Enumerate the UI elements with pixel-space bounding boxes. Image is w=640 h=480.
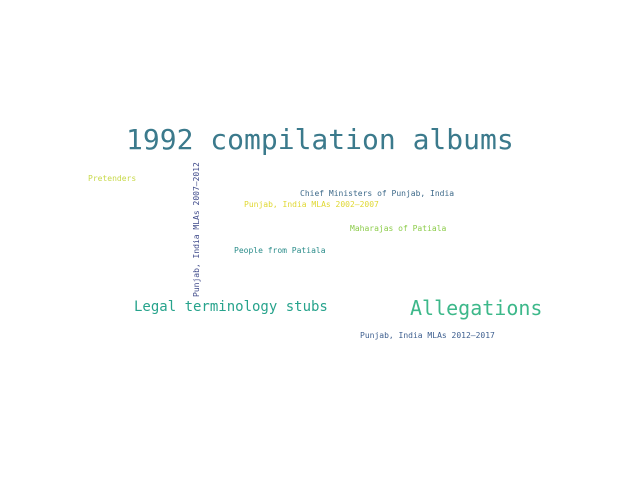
- word-punjab-mlas-2002-2007: Punjab, India MLAs 2002–2007: [244, 200, 379, 209]
- word-maharajas-of-patiala: Maharajas of Patiala: [350, 224, 447, 233]
- word-chief-ministers-of-punjab: Chief Ministers of Punjab, India: [300, 189, 455, 198]
- word-punjab-mlas-2012-2017: Punjab, India MLAs 2012–2017: [360, 331, 495, 340]
- word-legal-terminology-stubs: Legal terminology stubs: [134, 299, 328, 315]
- word-1992-compilation-albums: 1992 compilation albums: [126, 123, 514, 156]
- word-allegations: Allegations: [410, 296, 543, 320]
- word-people-from-patiala: People from Patiala: [234, 246, 326, 255]
- word-punjab-mlas-2007-2012: Punjab, India MLAs 2007–2012: [192, 162, 201, 297]
- word-pretenders: Pretenders: [88, 174, 137, 183]
